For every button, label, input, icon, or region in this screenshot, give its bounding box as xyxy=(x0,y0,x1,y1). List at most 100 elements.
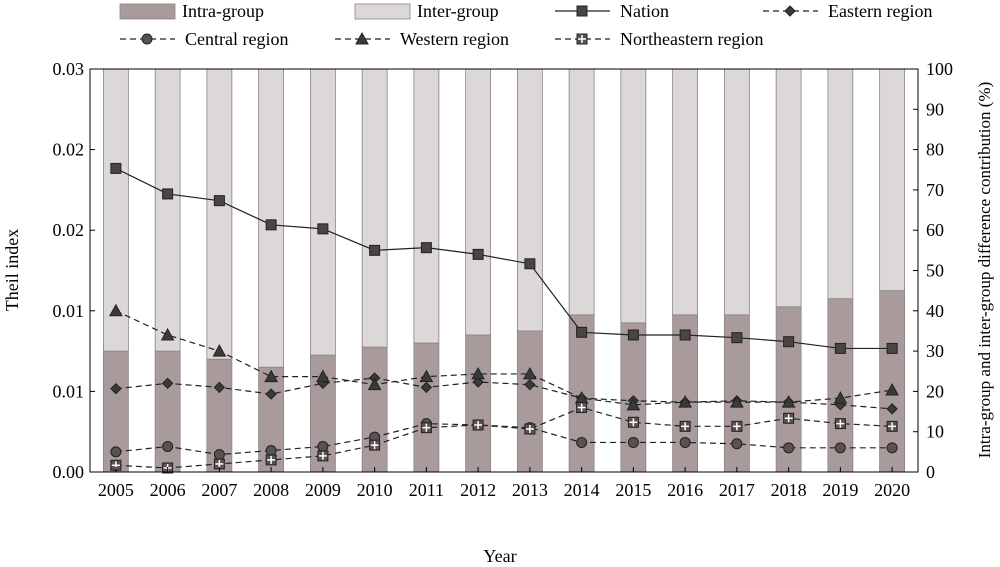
point-eastern-region-2006 xyxy=(161,377,174,390)
bar-intra-group-2006 xyxy=(154,350,181,473)
point-northeastern-region-2019 xyxy=(834,418,846,430)
y-tick-label-2: 0.01 xyxy=(53,301,85,321)
y-axis-title: Theil index xyxy=(2,229,22,311)
line-northeastern-region xyxy=(115,406,893,469)
y2-tick-label-0: 0 xyxy=(926,462,935,482)
point-northeastern-region-2009 xyxy=(317,450,329,462)
x-tick-label-2007: 2007 xyxy=(201,480,237,500)
point-nation-2007 xyxy=(213,195,225,207)
legend-marker-eastern-region xyxy=(784,5,796,17)
point-western-region-2018 xyxy=(781,395,796,408)
point-nation-2008 xyxy=(265,219,277,231)
point-central-region-2007 xyxy=(213,449,225,461)
point-western-region-2011 xyxy=(419,369,434,383)
legend: Intra-group Inter-group Nation Eastern regi… xyxy=(119,1,932,49)
x-tick-label-2018: 2018 xyxy=(771,480,807,500)
point-central-region-2005 xyxy=(110,446,122,458)
bar-inter-group-2008 xyxy=(258,68,285,368)
point-eastern-region-2020 xyxy=(886,403,898,415)
x-tick-label-2010: 2010 xyxy=(357,480,393,500)
point-eastern-region-2011 xyxy=(420,381,433,394)
bar-inter-group-2014 xyxy=(568,68,595,316)
bar-inter-group-2019 xyxy=(827,68,854,300)
point-central-region-2008 xyxy=(265,445,277,457)
x-tick-label-2008: 2008 xyxy=(253,480,289,500)
point-nation-2019 xyxy=(834,342,846,354)
point-western-region-2005 xyxy=(109,303,123,317)
y2-tick-label-4: 40 xyxy=(926,301,944,321)
point-nation-2016 xyxy=(679,329,691,341)
point-central-region-2017 xyxy=(731,438,743,450)
point-central-region-2016 xyxy=(679,436,691,448)
bar-inter-group-2007 xyxy=(206,68,233,360)
point-western-region-2009 xyxy=(316,369,330,383)
x-tick-label-2013: 2013 xyxy=(512,480,548,500)
y-tick-label-4: 0.02 xyxy=(53,140,85,160)
legend-swatch-inter-group xyxy=(354,3,411,20)
point-nation-2013 xyxy=(524,258,536,270)
bar-inter-group-2013 xyxy=(516,68,543,332)
bars-layer xyxy=(102,68,906,473)
point-central-region-2018 xyxy=(783,442,795,454)
y2-tick-label-2: 20 xyxy=(926,381,944,401)
bar-inter-group-2010 xyxy=(361,68,388,348)
legend-marker-western-region xyxy=(355,31,369,45)
y2-tick-label-6: 60 xyxy=(926,220,944,240)
legend-marker-nation xyxy=(576,5,588,17)
point-nation-2006 xyxy=(162,188,174,200)
point-central-region-2014 xyxy=(576,436,588,448)
bar-intra-group-2010 xyxy=(361,346,388,473)
point-western-region-2019 xyxy=(833,391,848,404)
point-northeastern-region-2010 xyxy=(369,439,381,451)
bar-inter-group-2015 xyxy=(620,68,647,324)
legend-marker-northeastern-region xyxy=(576,33,588,45)
point-nation-2017 xyxy=(731,332,743,344)
x-tick-label-2009: 2009 xyxy=(305,480,341,500)
line-nation xyxy=(115,167,893,350)
x-tick-label-2015: 2015 xyxy=(615,480,651,500)
bar-inter-group-2016 xyxy=(672,68,699,316)
point-western-region-2020 xyxy=(885,383,899,396)
point-central-region-2019 xyxy=(834,442,846,454)
point-central-region-2009 xyxy=(317,440,329,452)
y2-tick-label-5: 50 xyxy=(926,261,944,281)
x-tick-label-2016: 2016 xyxy=(667,480,703,500)
point-central-region-2006 xyxy=(162,440,174,452)
point-northeastern-region-2014 xyxy=(576,402,588,414)
legend-label-eastern-region: Eastern region xyxy=(828,1,932,21)
point-eastern-region-2013 xyxy=(524,378,536,391)
point-central-region-2020 xyxy=(886,442,898,454)
bar-intra-group-2013 xyxy=(516,330,543,473)
x-axis-title: Year xyxy=(483,546,516,566)
y2-tick-label-3: 30 xyxy=(926,341,944,361)
bar-intra-group-2020 xyxy=(879,290,906,473)
point-nation-2020 xyxy=(886,342,898,354)
point-northeastern-region-2017 xyxy=(731,420,743,432)
line-western-region xyxy=(115,310,893,406)
legend-label-western-region: Western region xyxy=(400,29,509,49)
x-tick-label-2017: 2017 xyxy=(719,480,755,500)
bar-intra-group-2011 xyxy=(413,342,440,473)
point-northeastern-region-2020 xyxy=(886,420,898,432)
bar-inter-group-2012 xyxy=(465,68,492,336)
point-northeastern-region-2015 xyxy=(627,416,639,428)
x-tick-label-2014: 2014 xyxy=(564,480,600,500)
x-tick-label-2005: 2005 xyxy=(98,480,134,500)
point-eastern-region-2008 xyxy=(265,388,277,400)
point-northeastern-region-2012 xyxy=(472,419,484,431)
y2-tick-label-9: 90 xyxy=(926,99,944,119)
bar-intra-group-2012 xyxy=(465,334,492,473)
point-northeastern-region-2016 xyxy=(679,420,691,432)
line-central-region xyxy=(115,423,893,456)
point-western-region-2016 xyxy=(678,395,692,408)
point-nation-2011 xyxy=(420,242,432,254)
point-western-region-2007 xyxy=(212,344,227,357)
point-nation-2015 xyxy=(627,329,639,341)
bar-inter-group-2009 xyxy=(309,68,336,356)
x-tick-label-2011: 2011 xyxy=(409,480,444,500)
y2-tick-label-10: 100 xyxy=(926,59,953,79)
x-tick-label-2020: 2020 xyxy=(874,480,910,500)
x-tick-label-2012: 2012 xyxy=(460,480,496,500)
axes-layer: 0.00 0.01 0.01 0.02 0.02 0.03 0 10 20 30 40 50 60 70 8… xyxy=(53,59,954,500)
point-nation-2018 xyxy=(783,336,795,348)
